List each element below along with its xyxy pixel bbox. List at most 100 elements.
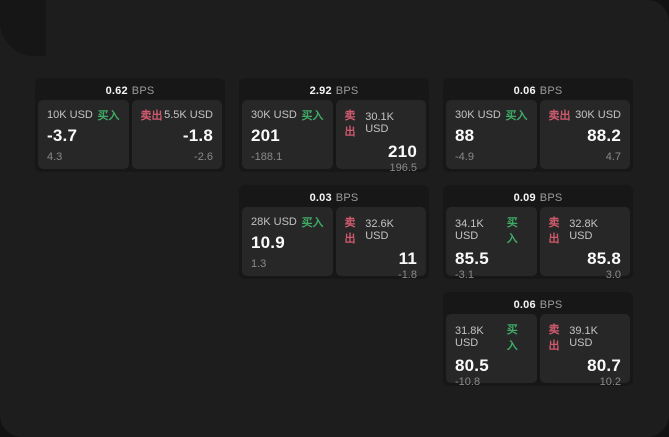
buy-notional-label: 10K USD [47,109,93,121]
buy-price-value: 201 [251,126,280,145]
buy-notional-label: 28K USD [251,216,297,228]
sell-notional-label: 32.8K USD [569,218,598,242]
buy-notional-label: 30K USD [455,109,501,121]
sell-side-label: 卖出 [344,217,356,245]
buy-quote-panel[interactable]: 28K USD 买入 10.9 1.3 [242,207,333,276]
buy-change-value: -3.1 [455,268,474,281]
buy-quote-panel[interactable]: 30K USD 买入 88 -4.9 [446,100,537,169]
quote-panels: 31.8K USD 买入 80.5 -10.8 卖出 39.1K USD 80.… [446,314,630,388]
sell-price-value: 88.2 [587,126,621,145]
buy-change-value: -4.9 [455,151,474,163]
buy-panel-header: 28K USD 买入 [251,214,324,230]
sell-panel-header: 卖出 30.1K USD [345,107,418,139]
bps-header: 0.06 BPS [446,81,630,100]
buy-side-label: 买入 [301,217,324,229]
bps-header: 0.09 BPS [446,188,630,207]
sell-side-label: 卖出 [548,217,560,245]
bps-unit-label: BPS [539,191,563,204]
sell-quote-panel[interactable]: 卖出 32.6K USD 11 -1.8 [335,207,426,281]
quote-panels: 10K USD 买入 -3.7 4.3 卖出 5.5K USD -1.8 -2.… [38,100,222,169]
buy-notional-label: 30K USD [251,109,297,121]
bps-value: 0.62 [105,84,128,97]
buy-quote-panel[interactable]: 30K USD 买入 201 -188.1 [242,100,333,169]
quote-panels: 34.1K USD 买入 85.5 -3.1 卖出 32.8K USD 85.8… [446,207,630,281]
sell-change-value: -1.8 [398,268,417,281]
sell-price-value: 80.7 [587,356,621,375]
bps-header: 0.06 BPS [446,295,630,314]
bps-value: 0.09 [513,191,536,204]
buy-quote-panel[interactable]: 34.1K USD 买入 85.5 -3.1 [446,207,537,281]
sell-panel-header: 卖出 5.5K USD [141,107,214,123]
buy-side-label: 买入 [505,110,528,122]
buy-panel-header: 30K USD 买入 [251,107,324,123]
bps-unit-label: BPS [539,298,563,311]
buy-change-value: -10.8 [455,375,481,388]
buy-notional-label: 31.8K USD [455,325,484,349]
buy-panel-header: 10K USD 买入 [47,107,120,123]
bps-value: 0.06 [513,84,536,97]
buy-side-label: 买入 [97,110,120,122]
bps-header: 0.03 BPS [242,188,426,207]
bps-header: 2.92 BPS [242,81,426,100]
sell-quote-panel[interactable]: 卖出 30.1K USD 210 196.5 [335,100,426,174]
bps-unit-label: BPS [335,84,359,97]
bps-unit-label: BPS [335,191,359,204]
quote-card-grid: 0.62 BPS 10K USD 买入 -3.7 4.3 卖出 5.5K USD… [35,78,633,388]
sell-price-value: 85.8 [587,249,621,268]
bps-value: 0.06 [513,298,536,311]
sell-change-value: 196.5 [389,161,417,174]
corner-shade [0,0,46,56]
quote-card: 0.06 BPS 30K USD 买入 88 -4.9 卖出 30K USD 8… [443,78,633,172]
bps-unit-label: BPS [131,84,155,97]
bps-value: 2.92 [309,84,332,97]
quote-panels: 30K USD 买入 201 -188.1 卖出 30.1K USD 210 1… [242,100,426,174]
buy-price-value: 10.9 [251,233,285,252]
sell-side-label: 卖出 [140,110,163,122]
quote-card: 2.92 BPS 30K USD 买入 201 -188.1 卖出 30.1K … [239,78,429,174]
sell-change-value: 10.2 [599,375,621,388]
sell-price-value: 11 [398,249,417,268]
buy-side-label: 买入 [506,217,518,245]
buy-change-value: 4.3 [47,151,63,163]
buy-change-value: 1.3 [251,258,267,270]
sell-quote-panel[interactable]: 卖出 5.5K USD -1.8 -2.6 [131,100,222,169]
buy-price-value: 80.5 [455,356,489,375]
bps-header: 0.62 BPS [38,81,222,100]
sell-panel-header: 卖出 32.6K USD [345,214,418,246]
buy-panel-header: 31.8K USD 买入 [455,321,528,353]
sell-panel-header: 卖出 30K USD [549,107,622,123]
sell-side-label: 卖出 [548,110,571,122]
sell-quote-panel[interactable]: 卖出 39.1K USD 80.7 10.2 [539,314,630,388]
sell-panel-header: 卖出 39.1K USD [549,321,622,353]
sell-notional-label: 32.6K USD [365,218,394,242]
buy-panel-header: 34.1K USD 买入 [455,214,528,246]
sell-notional-label: 5.5K USD [164,109,213,121]
sell-quote-panel[interactable]: 卖出 32.8K USD 85.8 3.0 [539,207,630,281]
buy-price-value: 85.5 [455,249,489,268]
sell-panel-header: 卖出 32.8K USD [549,214,622,246]
sell-change-value: 3.0 [605,268,621,281]
sell-change-value: -2.6 [194,151,213,163]
sell-price-value: -1.8 [182,126,213,145]
quote-card: 0.03 BPS 28K USD 买入 10.9 1.3 卖出 32.6K US… [239,185,429,281]
bps-value: 0.03 [309,191,332,204]
bps-unit-label: BPS [539,84,563,97]
buy-quote-panel[interactable]: 10K USD 买入 -3.7 4.3 [38,100,129,169]
quote-card: 0.06 BPS 31.8K USD 买入 80.5 -10.8 卖出 39.1… [443,292,633,388]
buy-price-value: -3.7 [47,126,78,145]
sell-change-value: 4.7 [605,151,621,163]
sell-side-label: 卖出 [344,110,356,138]
quote-panels: 28K USD 买入 10.9 1.3 卖出 32.6K USD 11 -1.8 [242,207,426,281]
buy-side-label: 买入 [506,324,518,352]
buy-change-value: -188.1 [251,151,283,163]
buy-panel-header: 30K USD 买入 [455,107,528,123]
quote-panels: 30K USD 买入 88 -4.9 卖出 30K USD 88.2 4.7 [446,100,630,169]
sell-quote-panel[interactable]: 卖出 30K USD 88.2 4.7 [539,100,630,169]
sell-price-value: 210 [388,142,417,161]
buy-price-value: 88 [455,126,475,145]
sell-notional-label: 30.1K USD [365,111,394,135]
quote-card: 0.09 BPS 34.1K USD 买入 85.5 -3.1 卖出 32.8K… [443,185,633,281]
buy-notional-label: 34.1K USD [455,218,484,242]
buy-quote-panel[interactable]: 31.8K USD 买入 80.5 -10.8 [446,314,537,388]
